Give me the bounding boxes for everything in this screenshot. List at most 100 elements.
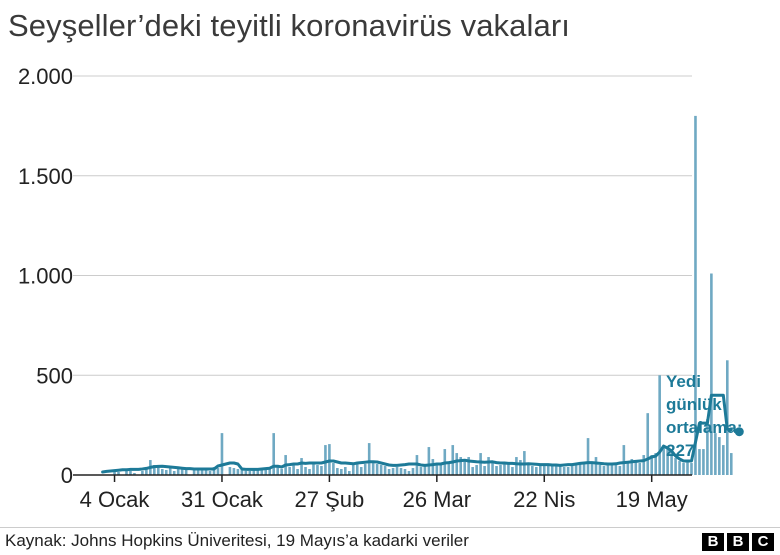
- bar: [172, 471, 176, 475]
- bar: [117, 472, 120, 475]
- bar: [168, 467, 172, 475]
- bar: [204, 469, 208, 475]
- bar: [630, 459, 634, 475]
- bar: [483, 466, 486, 475]
- bar: [212, 467, 216, 475]
- bar: [292, 463, 295, 475]
- bar: [729, 453, 733, 475]
- bar: [722, 445, 725, 475]
- bar: [363, 464, 367, 475]
- bar: [515, 457, 518, 475]
- bar: [618, 466, 622, 475]
- bar: [650, 455, 654, 475]
- x-tick-label: 31 Ocak: [181, 487, 264, 512]
- bar: [228, 467, 232, 475]
- source-note: Kaynak: Johns Hopkins Üniveritesi, 19 Ma…: [5, 531, 469, 550]
- bar: [344, 467, 347, 475]
- bar: [594, 457, 598, 475]
- bar: [419, 467, 423, 475]
- bar: [702, 449, 705, 475]
- bar: [714, 433, 717, 475]
- bar: [638, 463, 642, 475]
- bar: [423, 465, 427, 475]
- bar: [427, 447, 431, 475]
- chart-svg: 0 500 1.000 1.500 2.000 4 Ocak 31 Ocak 27 Şub 2…: [18, 64, 744, 512]
- bar: [320, 466, 323, 475]
- chart-title: Seyşeller’deki teyitli koronavirüs vakal…: [8, 8, 570, 43]
- bar: [359, 467, 363, 475]
- bar: [706, 419, 709, 475]
- bar: [495, 466, 498, 475]
- bar: [574, 463, 578, 475]
- bar: [538, 465, 542, 475]
- bar: [666, 447, 669, 475]
- bar: [507, 463, 510, 475]
- bar: [351, 465, 355, 475]
- bar: [531, 466, 534, 475]
- bbc-logo: B B C: [702, 533, 774, 551]
- bar: [578, 462, 582, 475]
- bar: [371, 461, 375, 475]
- bar: [598, 465, 602, 475]
- bar: [113, 471, 116, 475]
- bar: [272, 433, 275, 475]
- bar: [208, 471, 212, 475]
- bar: [503, 463, 506, 475]
- bar: [296, 469, 299, 475]
- bar: [340, 469, 343, 475]
- bar: [312, 462, 315, 475]
- bar: [622, 445, 626, 475]
- y-tick-label: 500: [36, 363, 73, 388]
- bar: [662, 445, 665, 475]
- bar: [324, 445, 327, 475]
- bar: [455, 453, 459, 475]
- bar: [240, 470, 244, 475]
- bar: [192, 470, 196, 475]
- bar: [280, 469, 283, 475]
- bar: [288, 467, 291, 475]
- bar: [634, 461, 638, 475]
- bar: [216, 468, 220, 475]
- x-tick-label: 19 May: [616, 487, 688, 512]
- bar: [586, 438, 590, 475]
- bar: [487, 457, 490, 475]
- bar: [268, 468, 272, 475]
- bar: [610, 464, 614, 475]
- bar: [200, 469, 204, 475]
- bar-series: [113, 115, 733, 476]
- bar: [550, 466, 554, 475]
- bar: [670, 453, 673, 475]
- bar: [602, 466, 606, 475]
- bar: [554, 464, 558, 475]
- bar: [260, 470, 264, 475]
- bar: [157, 466, 160, 475]
- bar: [451, 445, 455, 475]
- annotation-line-2: günlük: [666, 395, 722, 414]
- bar: [511, 467, 514, 475]
- bar: [491, 463, 494, 475]
- bar: [658, 375, 661, 475]
- bar: [145, 469, 148, 475]
- bar: [180, 469, 184, 475]
- bar: [686, 461, 689, 475]
- bar: [220, 433, 224, 475]
- line-series: [101, 393, 744, 474]
- bbc-logo-letter-2: B: [727, 533, 749, 551]
- bar: [164, 470, 168, 475]
- bar: [129, 471, 132, 475]
- y-tick-label: 1.000: [18, 264, 73, 289]
- bar: [519, 460, 522, 475]
- bar: [447, 463, 451, 475]
- bar: [642, 455, 646, 475]
- bar: [399, 468, 403, 475]
- x-tick-label: 4 Ocak: [80, 487, 151, 512]
- bar: [682, 463, 685, 475]
- annotation-line-1: Yedi: [666, 372, 701, 391]
- bar: [407, 471, 411, 475]
- bar: [626, 463, 630, 475]
- bar: [264, 469, 268, 475]
- bar: [558, 466, 562, 475]
- bar: [546, 465, 550, 475]
- bar: [383, 466, 387, 475]
- bar: [347, 471, 351, 475]
